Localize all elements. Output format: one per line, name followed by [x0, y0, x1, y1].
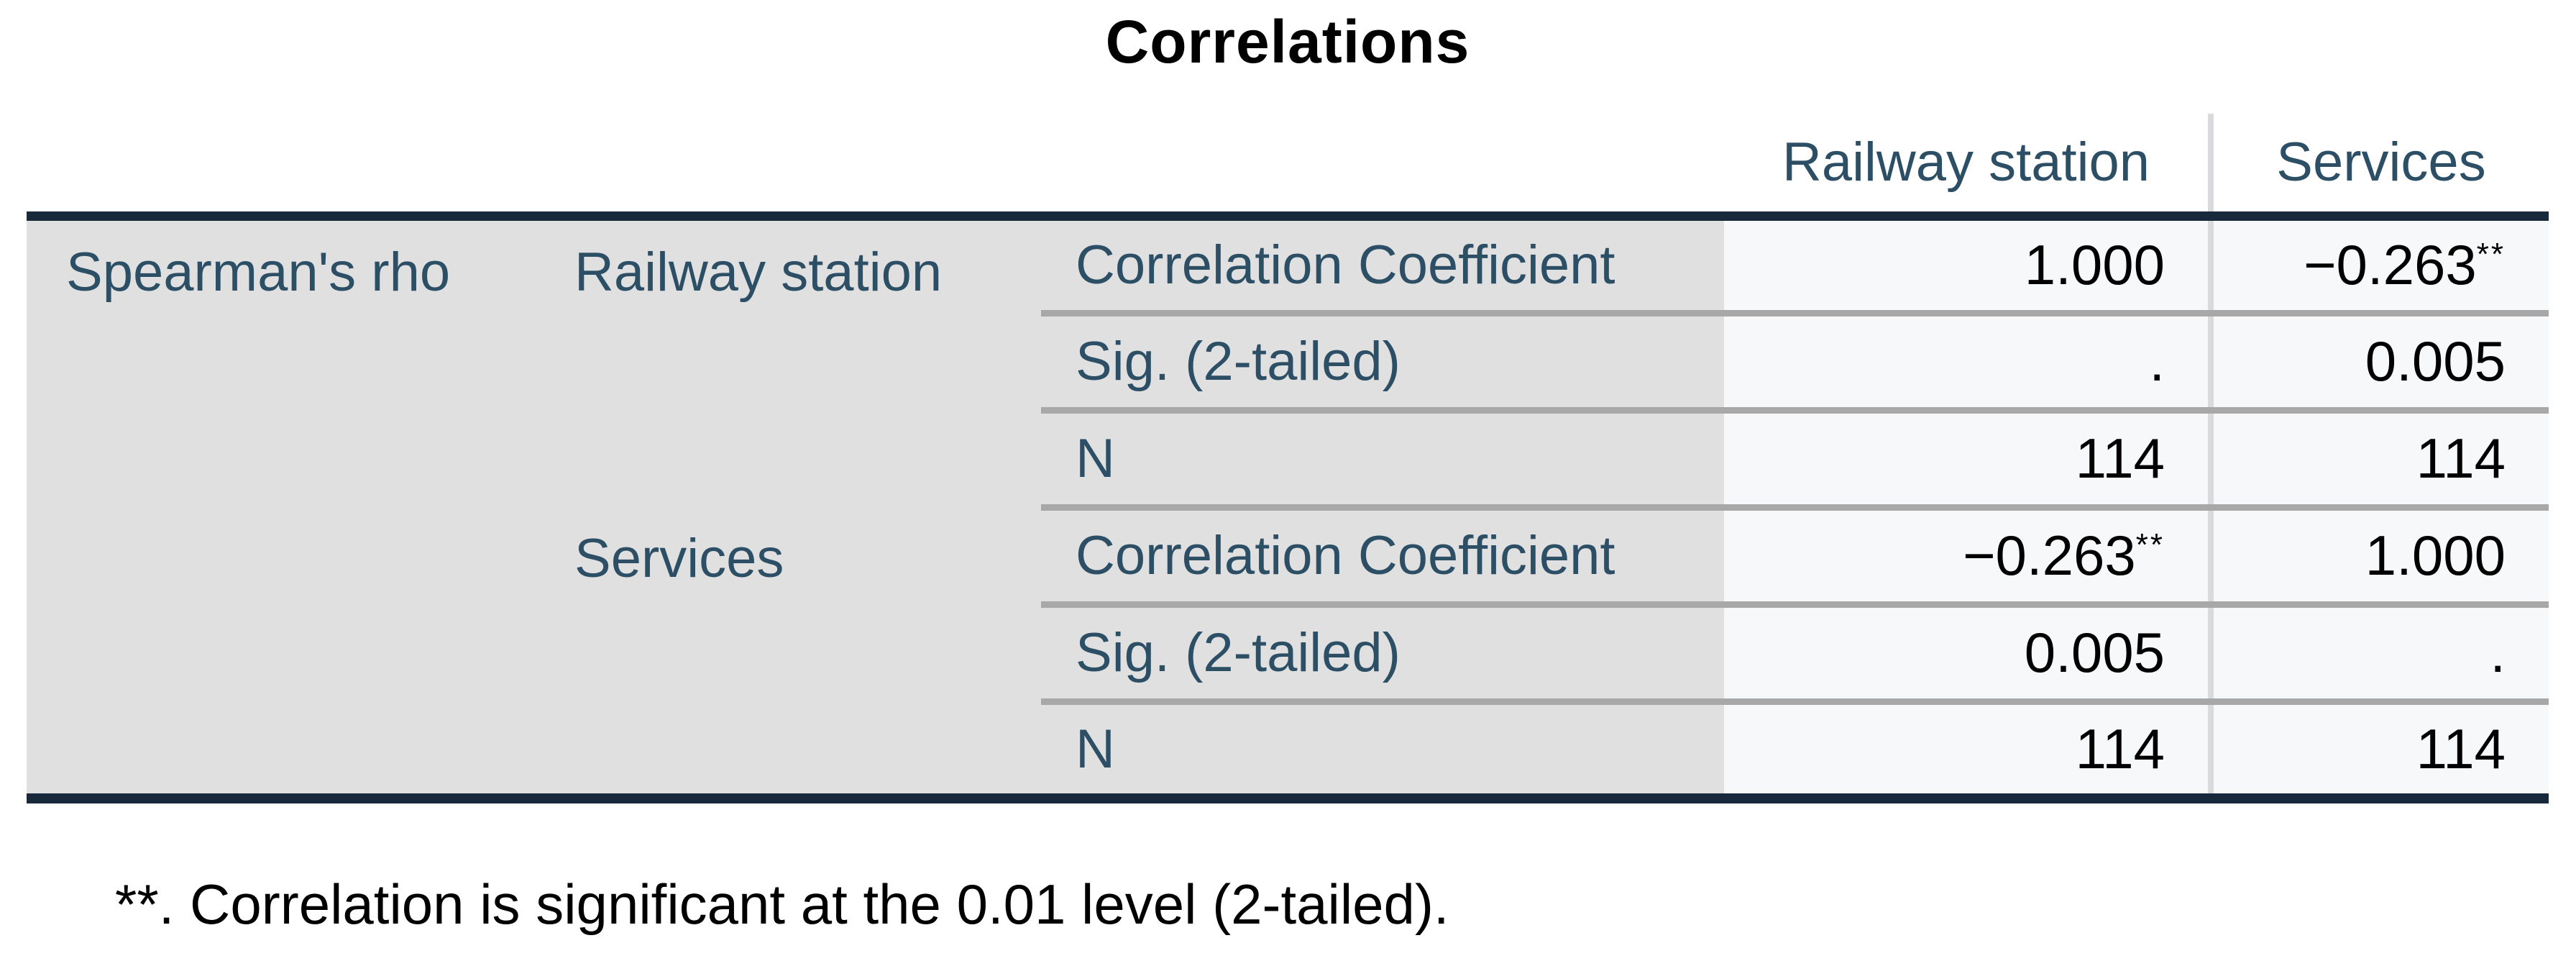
value-cell: −0.263** — [1724, 507, 2211, 608]
table-row-corrcoef-railway: Spearman's rho Railway station Correlati… — [27, 216, 2549, 798]
stub-header-empty — [27, 114, 1724, 221]
table-row-sig-services: Sig. (2-tailed) 0.005 . — [27, 604, 2549, 705]
stat-label: Correlation Coefficient — [1041, 216, 1724, 316]
method-label: Spearman's rho — [27, 216, 542, 798]
value-cell: 1.000 — [1724, 216, 2211, 316]
value-text: 114 — [2416, 716, 2506, 780]
value-cell: 114 — [1724, 410, 2211, 511]
value-text: . — [2149, 329, 2165, 393]
value-text: 114 — [2075, 427, 2165, 490]
table-title: Correlations — [1105, 8, 1470, 76]
significance-superscript: ** — [2135, 527, 2165, 563]
significance-superscript: ** — [2476, 237, 2506, 272]
value-cell: 0.005 — [2208, 313, 2549, 414]
stat-label: Correlation Coefficient — [1041, 507, 1724, 608]
value-cell: 0.005 — [1724, 604, 2211, 705]
value-text: . — [2490, 621, 2506, 684]
col-header-services: Services — [2208, 114, 2549, 221]
value-text: 1.000 — [2024, 233, 2165, 296]
value-text: 114 — [2075, 716, 2165, 780]
significance-footnote: **. Correlation is significant at the 0.… — [115, 873, 1449, 936]
stat-label: Sig. (2-tailed) — [1041, 313, 1724, 414]
stat-label: N — [1041, 701, 1724, 798]
group-label-railway-station: Railway station — [542, 216, 1041, 507]
table-row-n-services: N 114 114 — [27, 701, 2549, 798]
value-cell: . — [2208, 604, 2549, 705]
value-text: 1.000 — [2365, 524, 2506, 587]
stat-label: Sig. (2-tailed) — [1041, 604, 1724, 705]
value-cell: 114 — [2208, 701, 2549, 798]
value-cell: . — [1724, 313, 2211, 414]
value-text: 0.005 — [2024, 621, 2165, 684]
value-cell: 1.000 — [2208, 507, 2549, 608]
value-text: 114 — [2416, 427, 2506, 490]
value-cell: −0.263** — [2208, 216, 2549, 316]
value-text: 0.005 — [2365, 329, 2506, 393]
header-row: Railway station Services — [27, 114, 2549, 221]
table-row-sig-railway: Sig. (2-tailed) . 0.005 — [27, 313, 2549, 414]
table-row-n-railway: N 114 114 — [27, 410, 2549, 511]
value-text: −0.263 — [1963, 524, 2136, 587]
value-cell: 114 — [1724, 701, 2211, 798]
value-cell: 114 — [2208, 410, 2549, 511]
col-header-railway-station: Railway station — [1724, 114, 2211, 221]
table-row-corrcoef-services: Services Correlation Coefficient −0.263*… — [27, 507, 2549, 798]
value-text: −0.263 — [2304, 233, 2477, 296]
correlations-table: Railway station Services Spearman's rho … — [27, 114, 2549, 803]
stat-label: N — [1041, 410, 1724, 511]
group-label-services: Services — [542, 507, 1041, 798]
